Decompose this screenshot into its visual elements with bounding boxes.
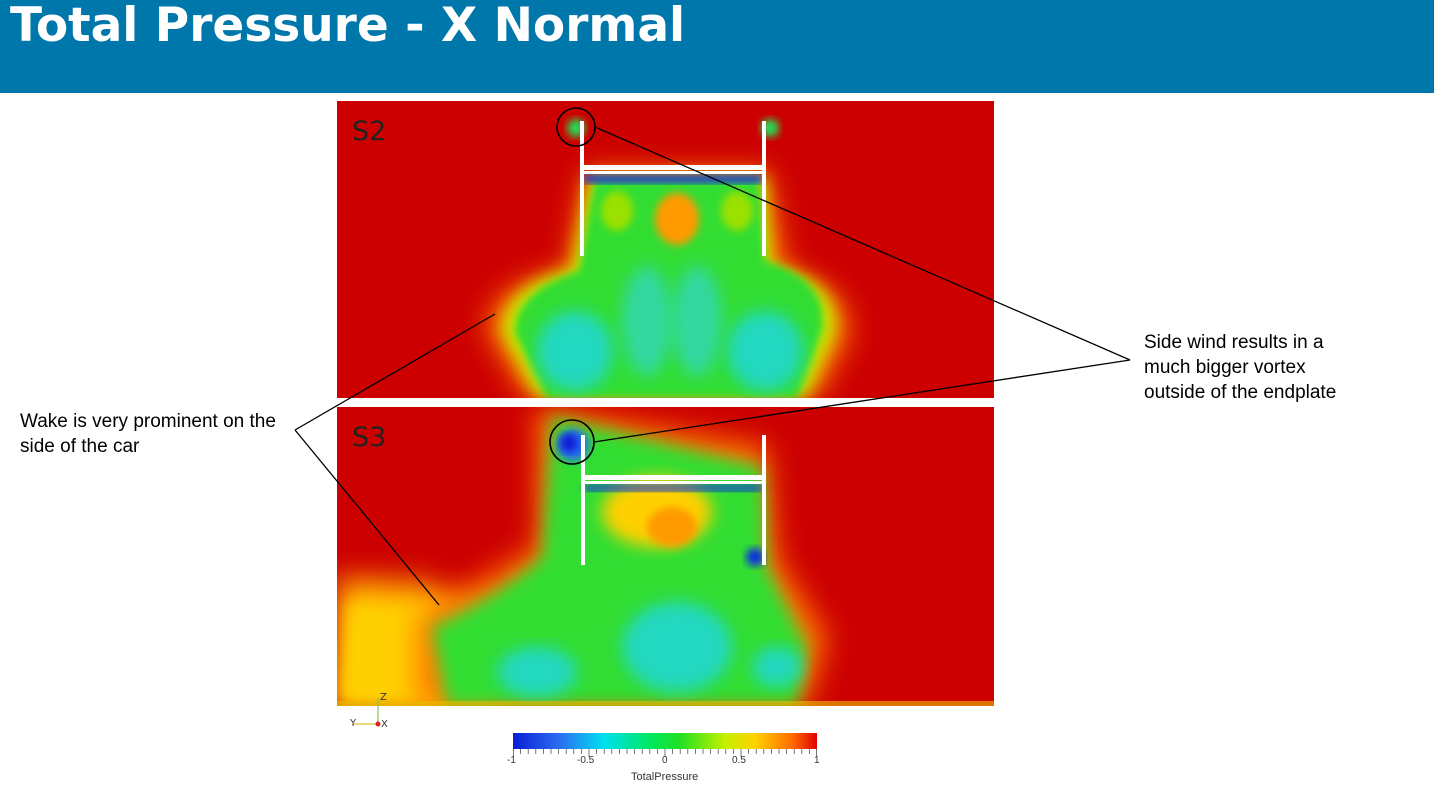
callout-line-left-upper <box>294 313 496 431</box>
panel-label-s3: S3 <box>352 422 387 453</box>
contour-panel-s2: S2 <box>337 101 994 398</box>
colorbar-ticks <box>513 749 817 757</box>
orientation-axes: Z Y X <box>349 692 388 728</box>
vortex-highlight-circle-s3 <box>549 419 595 465</box>
pressure-field-s2 <box>337 101 994 398</box>
slide-title: Total Pressure - X Normal <box>10 0 686 53</box>
colorbar-tick-label: -1 <box>507 755 516 766</box>
colorbar-tick-label: 0.5 <box>732 755 746 766</box>
axis-y-label: Y <box>349 718 357 728</box>
callout-line-right-upper <box>594 126 1131 361</box>
colorbar-tick-label: 1 <box>814 755 820 766</box>
panel-label-s2: S2 <box>352 116 387 147</box>
contour-panel-s3: S3 <box>337 407 994 706</box>
colorbar-tick-label: 0 <box>662 755 668 766</box>
slide-header: Total Pressure - X Normal <box>0 0 1434 93</box>
colorbar <box>513 733 817 749</box>
colorbar-title: TotalPressure <box>631 771 699 783</box>
vortex-highlight-circle-s2 <box>556 107 596 147</box>
pressure-field-s3 <box>337 407 994 706</box>
colorbar-tick-label: -0.5 <box>577 755 595 766</box>
callout-line-left-lower <box>294 429 440 606</box>
axis-z-label: Z <box>380 692 387 703</box>
callout-line-right-lower <box>593 359 1131 443</box>
axis-x-label: X <box>381 719 388 728</box>
annotation-side-wind: Side wind results in a much bigger vorte… <box>1144 332 1337 403</box>
annotation-wake: Wake is very prominent on the side of th… <box>20 411 276 457</box>
